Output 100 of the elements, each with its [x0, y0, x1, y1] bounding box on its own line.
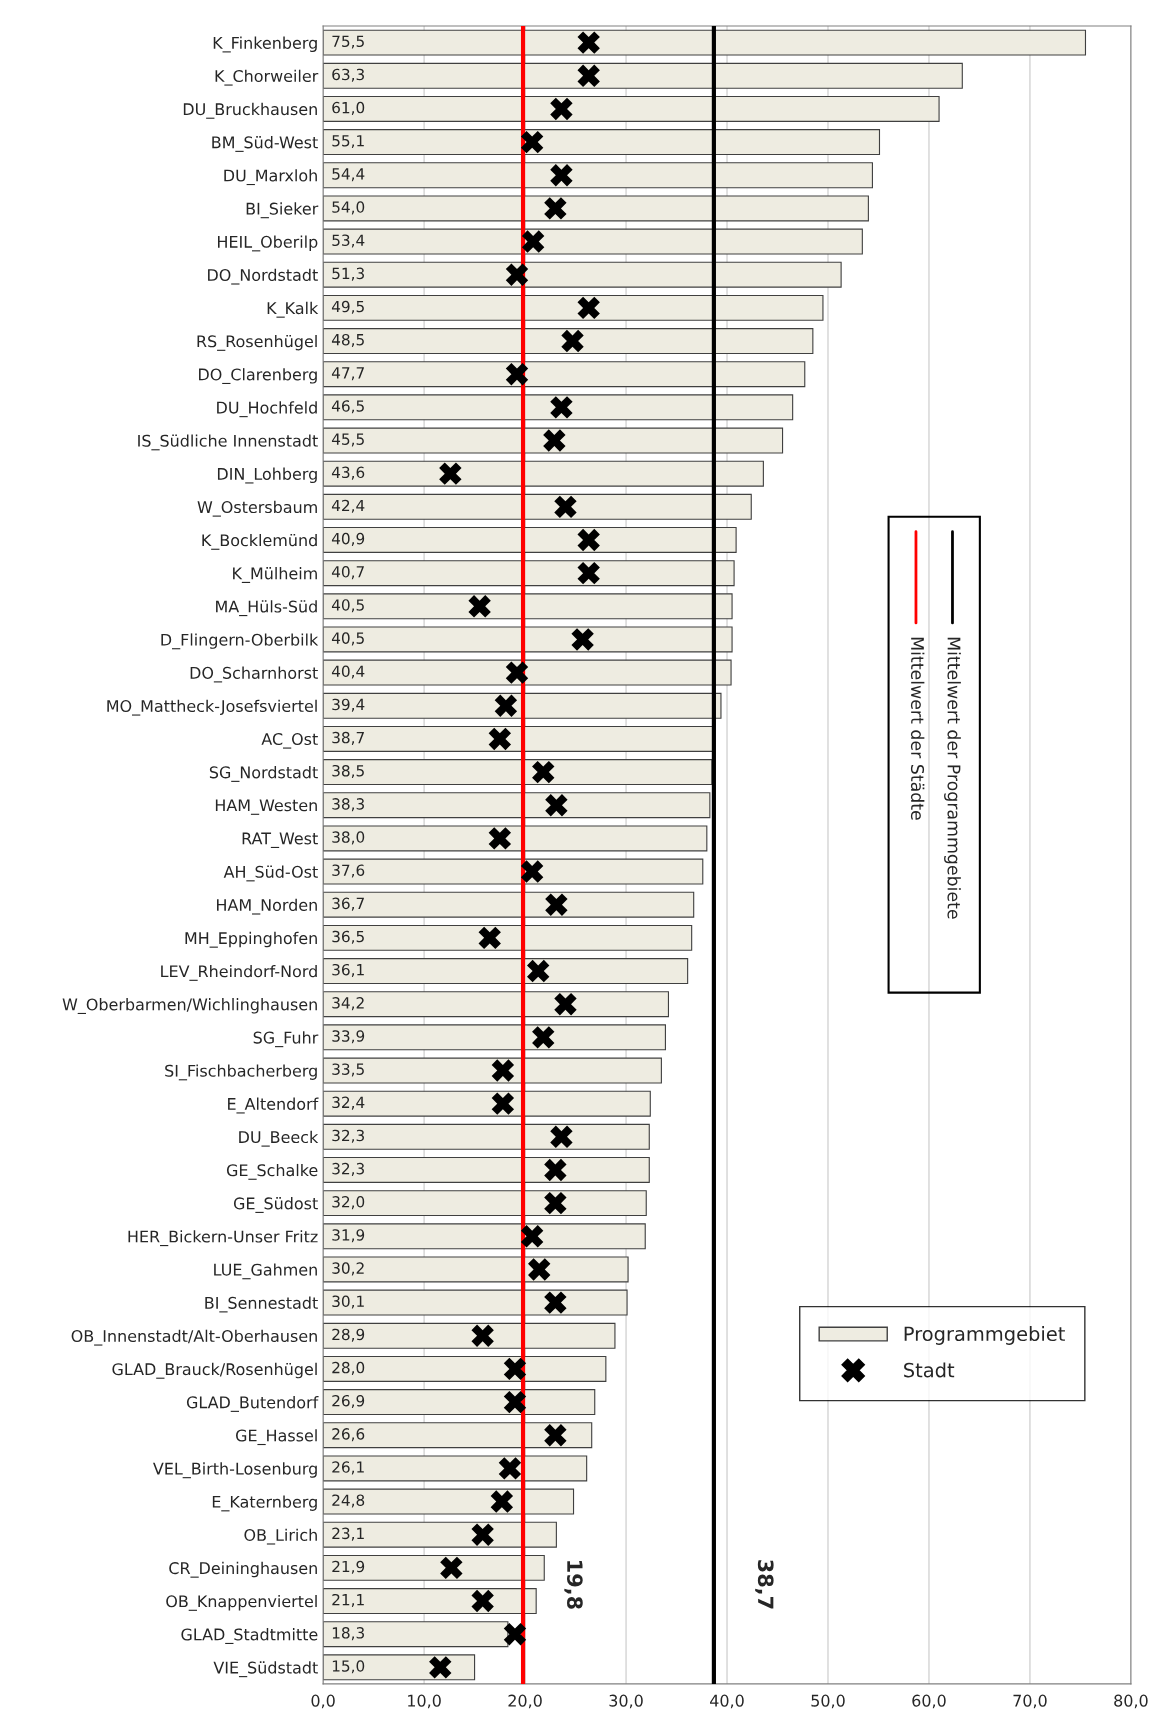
data-label: 32,4: [332, 1096, 365, 1110]
point: [471, 1523, 494, 1546]
y-tick-label: IS_Südliche Innenstadt: [138, 434, 318, 451]
bar: [323, 1389, 596, 1416]
point: [468, 595, 491, 618]
bar: [323, 1621, 509, 1648]
data-label: 21,1: [332, 1593, 364, 1608]
data-label: 54,0: [332, 201, 365, 215]
bar: [323, 228, 863, 255]
bar: [323, 659, 732, 686]
data-label: 36,1: [332, 963, 364, 978]
y-tick-label: AC_Ost: [261, 733, 318, 749]
point: [491, 1059, 515, 1082]
point: [545, 893, 568, 916]
y-tick-label: SI_Fischbacherberg: [165, 1064, 317, 1081]
data-label: 51,3: [332, 267, 364, 281]
y-tick-label: DO_Scharnhorst: [190, 666, 318, 683]
y-tick-label: BI_Sennestadt: [205, 1296, 318, 1313]
point: [429, 1656, 452, 1679]
x-tick-label: 0,0: [311, 1694, 335, 1709]
data-label: 43,6: [331, 466, 365, 480]
data-label: 30,2: [332, 1262, 364, 1276]
data-label: 55,1: [332, 135, 364, 149]
bar: [323, 1654, 476, 1681]
data-label: 47,7: [331, 367, 364, 381]
bar: [323, 991, 670, 1018]
point: [440, 1556, 463, 1580]
point: [527, 959, 550, 983]
data-label: 40,7: [331, 566, 364, 580]
bar: [323, 526, 737, 553]
bar: [323, 1289, 628, 1316]
annotation: Mittelwert der Programmgebiete: [944, 637, 961, 919]
bar: [323, 1554, 545, 1581]
y-tick-label: OB_Lirich: [244, 1528, 317, 1545]
data-label: 31,9: [332, 1229, 365, 1243]
data-label: 18,3: [332, 1627, 364, 1641]
point: [577, 296, 600, 320]
y-tick-label: OB_Knappenviertel: [166, 1594, 317, 1611]
bar: [323, 692, 722, 719]
annotation: Mittelwert der Städte: [910, 637, 925, 820]
data-label: 39,4: [332, 698, 365, 712]
y-tick-label: DU_Hochfeld: [217, 401, 317, 418]
y-tick-label: GE_Südost: [233, 1197, 318, 1213]
bar: [323, 1156, 650, 1183]
bar: [323, 891, 695, 918]
point: [503, 1357, 527, 1381]
y-tick-label: RS_Rosenhügel: [197, 334, 317, 351]
bar: [323, 29, 1087, 56]
data-label: 42,4: [331, 499, 365, 513]
y-tick-label: E_Altendorf: [228, 1097, 319, 1114]
bar: [323, 792, 711, 819]
point: [520, 1225, 544, 1248]
point: [471, 1589, 494, 1613]
y-tick-label: MA_Hüls-Süd: [216, 600, 317, 617]
bar: [323, 294, 824, 321]
y-tick-label: OB_Innenstadt/Alt-Oberhausen: [71, 1329, 317, 1346]
point: [478, 926, 501, 950]
data-label: 23,1: [332, 1527, 364, 1541]
data-label: 49,5: [331, 300, 364, 314]
y-tick-label: BM_Süd-West: [212, 136, 318, 152]
point: [544, 1291, 567, 1314]
point: [554, 495, 577, 519]
point: [545, 794, 568, 817]
bar: [323, 1190, 647, 1217]
bar: [323, 1256, 629, 1283]
point: [494, 694, 518, 717]
y-tick-label: BI_Sieker: [246, 202, 319, 219]
point: [521, 230, 545, 253]
y-tick-label: D_Flingern-Oberbilk: [161, 633, 319, 650]
point: [544, 197, 567, 220]
y-tick-label: DIN_Lohberg: [217, 467, 317, 484]
point: [520, 130, 544, 154]
point: [471, 1324, 494, 1347]
bar: [323, 1123, 650, 1150]
data-label: 32,3: [332, 1129, 364, 1143]
x-tick-label: 30,0: [609, 1694, 643, 1709]
data-label: 34,2: [332, 997, 364, 1011]
point: [544, 1424, 567, 1447]
point: [505, 661, 529, 684]
bar: [323, 626, 733, 653]
y-tick-label: GE_Hassel: [235, 1429, 317, 1446]
point: [577, 64, 600, 87]
bar: [323, 924, 693, 951]
x-tick-label: 10,0: [408, 1694, 441, 1709]
point: [550, 1125, 573, 1149]
x-tick-label: 50,0: [811, 1694, 845, 1709]
x-tick-label: 60,0: [912, 1694, 946, 1709]
data-label: 24,8: [332, 1494, 365, 1508]
x-tick-label: 80,0: [1114, 1694, 1148, 1709]
data-label: 21,9: [332, 1560, 365, 1574]
y-tick-label: HER_Bickern-Unser Fritz: [128, 1230, 318, 1247]
point: [543, 429, 566, 452]
data-label: 38,3: [332, 798, 364, 812]
y-tick-label: MH_Eppinghofen: [185, 931, 317, 948]
y-tick-label: MO_Mattheck-Josefsviertel: [107, 699, 317, 716]
bar: [323, 560, 735, 587]
point: [550, 97, 573, 121]
data-label: 40,9: [331, 532, 365, 546]
data-label: 48,5: [331, 333, 364, 348]
y-tick-label: DO_Nordstadt: [208, 268, 318, 285]
